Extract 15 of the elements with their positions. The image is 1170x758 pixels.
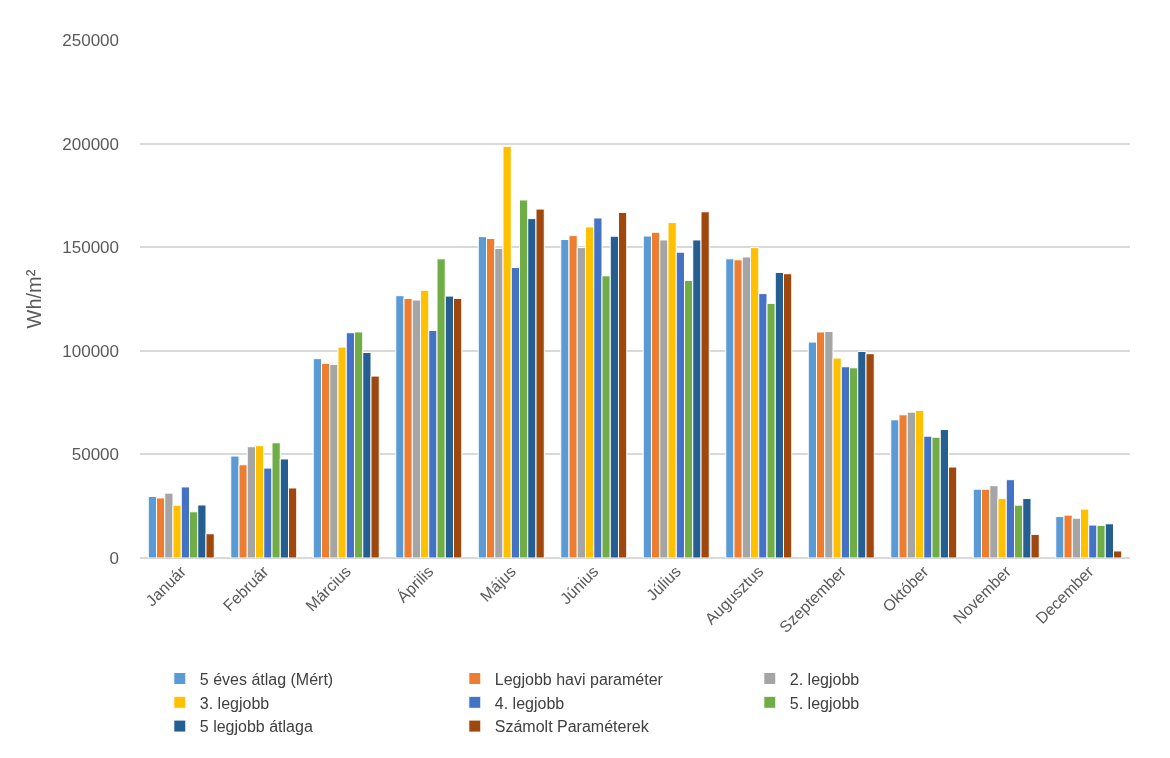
y-tick-label: 250000 <box>62 30 119 50</box>
legend-label: 3. legjobb <box>199 694 270 712</box>
legend-label: 5 éves átlag (Mért) <box>199 670 334 688</box>
y-tick-label: 100000 <box>62 341 119 361</box>
y-tick-label: 0 <box>109 548 119 568</box>
y-axis-title: Wh/m² <box>22 269 45 329</box>
y-tick-label: 150000 <box>62 238 119 258</box>
legend-label: 4. legjobb <box>494 694 565 712</box>
y-tick-label: 200000 <box>62 134 119 154</box>
legend-label: Számolt Paraméterek <box>494 718 650 736</box>
legend-label: Legjobb havi paraméter <box>494 670 664 688</box>
y-tick-label: 50000 <box>71 445 119 465</box>
legend-label: 5 legjobb átlaga <box>199 718 313 736</box>
legend-label: 2. legjobb <box>789 670 860 688</box>
legend-label: 5. legjobb <box>789 694 860 712</box>
